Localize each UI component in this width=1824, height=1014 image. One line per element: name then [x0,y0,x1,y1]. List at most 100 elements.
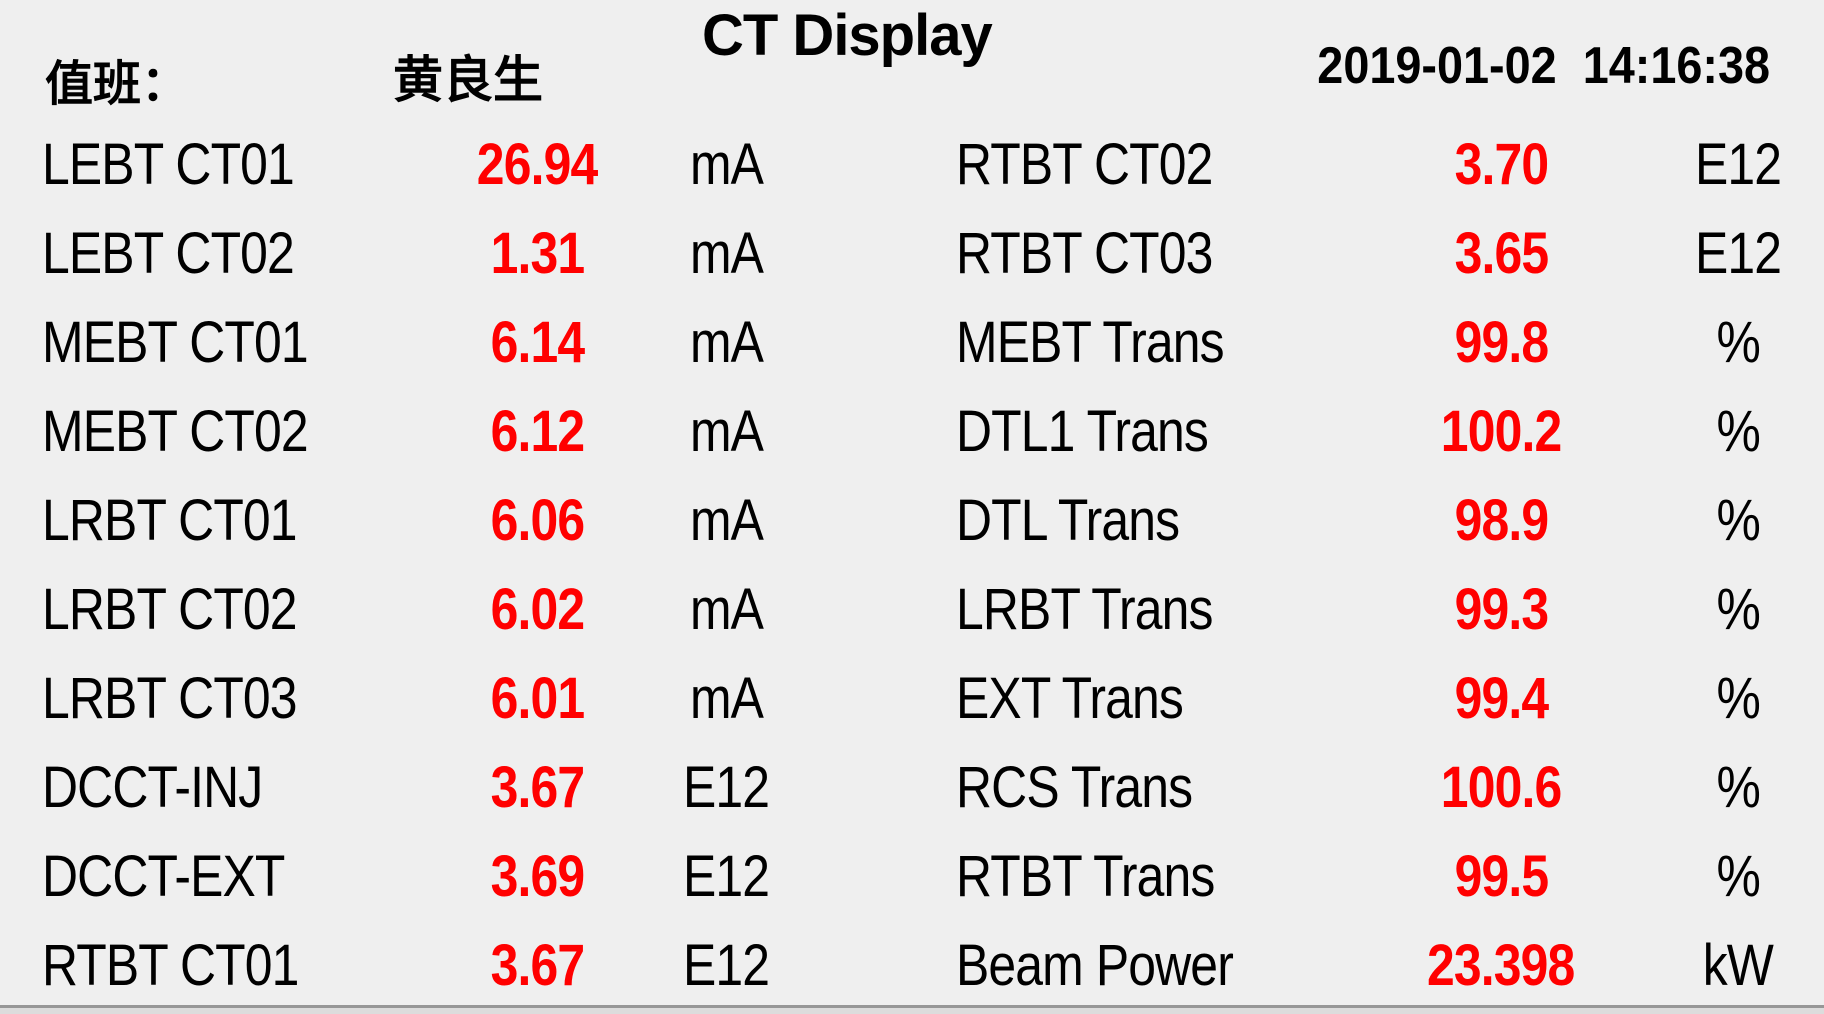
reading-unit-text: % [1716,665,1760,731]
timestamp-text: 2019-01-02 14:16:38 [1317,37,1770,95]
reading-unit-text: mA [689,220,763,286]
reading-label-text: MEBT CT01 [42,309,309,375]
reading-unit-text: mA [689,309,763,375]
reading-label-text: LEBT CT01 [42,131,295,197]
reading-label-text: MEBT CT02 [42,398,309,464]
reading-label-text: LRBT CT03 [42,665,298,731]
reading-unit-text: kW [1702,932,1774,998]
reading-unit-text: E12 [682,932,770,998]
reading-unit-text: % [1716,843,1760,909]
reading-label: LRBT CT02 [42,576,412,642]
reading-value-text: 99.4 [1454,665,1549,731]
reading-unit: % [1656,754,1820,820]
reading-value-text: 3.67 [490,932,585,998]
reading-unit: mA [662,665,790,731]
reading-label: DCCT-INJ [42,754,412,820]
reading-unit: % [1656,309,1820,375]
reading-label: RTBT Trans [956,843,1346,909]
reading-label: MEBT CT01 [42,309,412,375]
reading-value: 99.8 [1346,309,1656,375]
reading-unit-text: E12 [682,843,770,909]
reading-value: 3.67 [412,932,662,998]
reading-value: 100.2 [1346,398,1656,464]
reading-label-text: LEBT CT02 [42,220,295,286]
timestamp: 2019-01-02 14:16:38 [1267,36,1770,96]
reading-unit-text: mA [689,398,763,464]
reading-value: 98.9 [1346,487,1656,553]
reading-unit: E12 [662,932,790,998]
reading-label-text: DCCT-INJ [42,754,263,820]
reading-value-text: 6.12 [490,398,585,464]
duty-name: 黄良生 [393,52,543,108]
reading-label-text: RTBT CT01 [42,932,299,998]
reading-label: RTBT CT01 [42,932,412,998]
reading-unit: E12 [1656,135,1820,194]
reading-value: 99.3 [1346,576,1656,642]
page-title: CT Display [702,3,993,68]
reading-label: DCCT-EXT [42,843,412,909]
reading-value-text: 6.01 [490,665,585,731]
reading-label-text: RTBT CT03 [956,220,1213,286]
reading-unit: mA [662,487,790,553]
reading-label-text: Beam Power [956,932,1234,998]
reading-label: LRBT Trans [956,576,1346,642]
reading-value-text: 1.31 [490,220,585,286]
reading-value-text: 6.14 [490,309,585,375]
reading-label: MEBT CT02 [42,398,412,464]
reading-value-text: 100.2 [1440,398,1562,464]
reading-unit-text: % [1716,576,1760,642]
reading-unit: E12 [1656,220,1820,286]
reading-value: 6.01 [412,665,662,731]
reading-value-text: 99.5 [1454,843,1549,909]
bottom-window-edge [0,1005,1824,1014]
readings-column-right: RTBT CT02 3.70 E12 RTBT CT03 3.65 E12 ME… [956,120,1820,1010]
reading-value-text: 3.65 [1454,220,1549,286]
reading-label-text: RCS Trans [956,754,1193,820]
reading-unit: mA [662,220,790,286]
reading-value: 6.14 [412,309,662,375]
reading-unit-text: mA [689,487,763,553]
reading-label: LRBT CT01 [42,491,412,550]
reading-value-text: 99.8 [1454,309,1549,375]
reading-label-text: DCCT-EXT [42,843,285,909]
reading-value-text: 3.69 [490,843,585,909]
reading-label-text: DTL1 Trans [956,398,1209,464]
reading-value: 3.67 [412,754,662,820]
reading-unit-text: E12 [682,754,770,820]
reading-label: DTL Trans [956,487,1346,553]
reading-value: 3.70 [1346,135,1656,194]
reading-label: Beam Power [956,932,1346,998]
reading-unit: % [1656,665,1820,731]
reading-value-text: 98.9 [1454,487,1549,553]
reading-label: RCS Trans [956,754,1346,820]
reading-label-text: RTBT Trans [956,843,1215,909]
reading-unit: kW [1656,932,1820,998]
reading-unit-text: mA [689,576,763,642]
reading-unit: % [1656,398,1820,464]
reading-label: RTBT CT03 [956,220,1346,286]
reading-unit-text: mA [689,665,763,731]
reading-value-text: 23.398 [1427,932,1575,998]
reading-label-text: DTL Trans [956,487,1180,553]
reading-label-text: LRBT Trans [956,576,1213,642]
reading-value: 1.31 [412,220,662,286]
reading-value-text: 6.06 [490,487,585,553]
reading-unit: % [1656,576,1820,642]
reading-unit: E12 [662,843,790,909]
reading-value-text: 3.67 [490,754,585,820]
reading-label-text: LRBT CT02 [42,576,298,642]
reading-unit-text: % [1716,309,1760,375]
duty-label: 值班： [45,58,190,111]
reading-unit: mA [662,135,790,194]
reading-value-text: 26.94 [476,131,598,197]
reading-unit-text: % [1716,398,1760,464]
reading-value: 100.6 [1346,758,1656,817]
reading-value: 6.12 [412,398,662,464]
reading-value: 99.4 [1346,665,1656,731]
reading-label-text: RTBT CT02 [956,131,1213,197]
reading-value-text: 6.02 [490,576,585,642]
reading-unit-text: E12 [1694,220,1782,286]
reading-unit: mA [662,309,790,375]
reading-unit-text: % [1716,754,1760,820]
reading-value-text: 99.3 [1454,576,1549,642]
